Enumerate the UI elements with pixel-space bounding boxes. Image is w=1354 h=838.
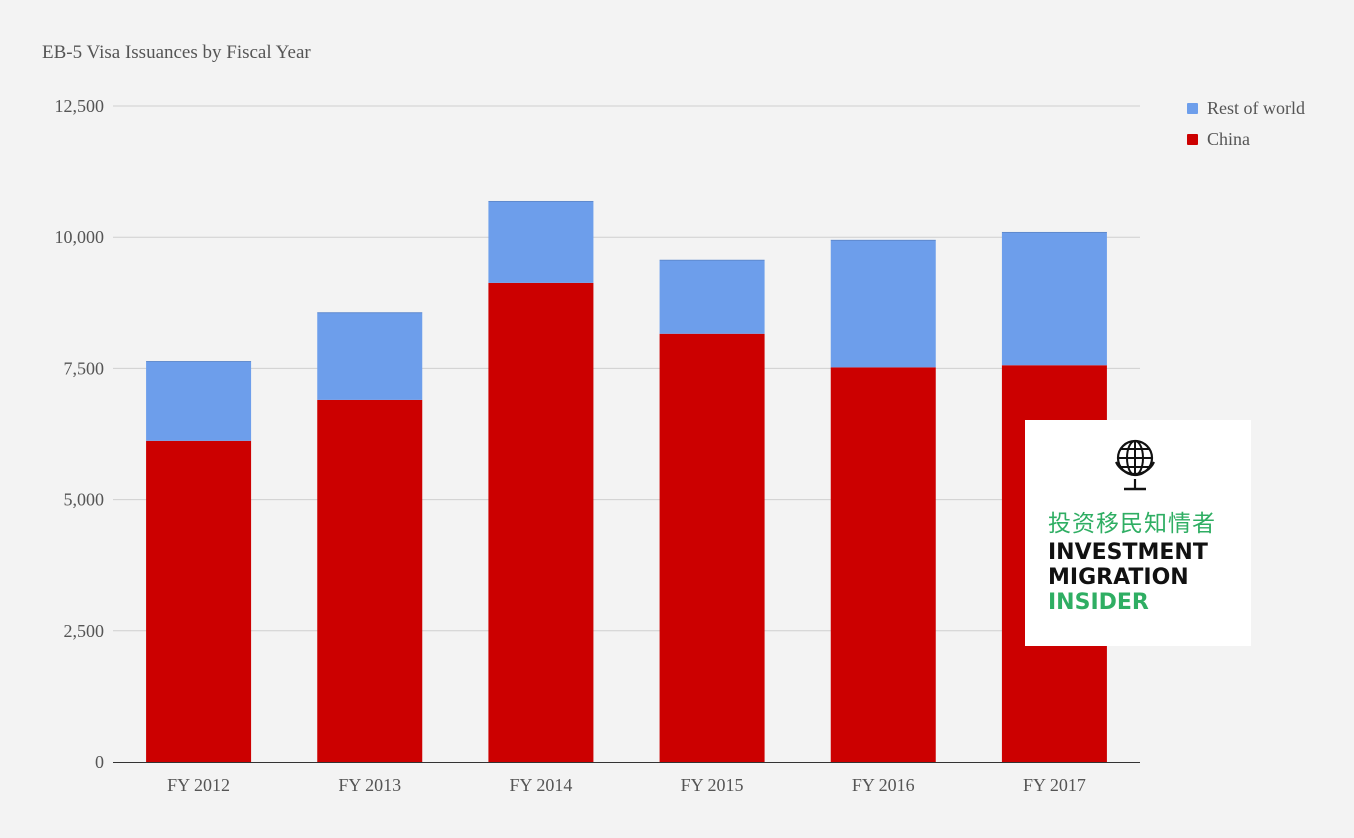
x-tick-label: FY 2017 — [1023, 775, 1086, 795]
bar-rest-of-world[interactable] — [659, 259, 765, 334]
x-tick-label: FY 2013 — [338, 775, 401, 795]
y-tick-label: 0 — [95, 752, 104, 772]
y-tick-label: 12,500 — [55, 96, 105, 116]
axes: 0 2,500 5,000 7,500 10,000 12,500 FY 2012 FY 20… — [55, 96, 1140, 795]
bar-rest-of-world[interactable] — [488, 200, 594, 283]
x-tick-label: FY 2014 — [509, 775, 572, 795]
logo-line-3: INSIDER — [1048, 590, 1149, 615]
x-tick-label: FY 2016 — [852, 775, 915, 795]
legend-label-rest-of-world: Rest of world — [1207, 98, 1305, 118]
bars — [146, 200, 1107, 762]
x-tick-label: FY 2012 — [167, 775, 230, 795]
x-tick-label: FY 2015 — [681, 775, 744, 795]
logo-watermark: 投资移民知情者 INVESTMENT MIGRATION INSIDER — [1025, 420, 1251, 646]
legend-swatch-rest-of-world — [1187, 103, 1198, 114]
y-tick-label: 10,000 — [55, 227, 105, 247]
bar-china[interactable] — [146, 440, 252, 762]
bar-rest-of-world[interactable] — [317, 312, 423, 400]
legend-label-china: China — [1207, 129, 1250, 149]
y-tick-label: 2,500 — [64, 621, 105, 641]
bar-rest-of-world[interactable] — [1001, 231, 1107, 366]
bar-china[interactable] — [659, 333, 765, 762]
globe-icon — [1115, 439, 1155, 491]
gridlines — [113, 105, 1140, 632]
y-tick-label: 7,500 — [64, 358, 105, 378]
legend-item-rest-of-world[interactable]: Rest of world — [1187, 93, 1305, 124]
logo-english-name: INVESTMENT MIGRATION INSIDER — [1048, 540, 1208, 615]
logo-line-2: MIGRATION — [1048, 565, 1189, 590]
logo-chinese-name: 投资移民知情者 — [1048, 511, 1216, 537]
bar-china[interactable] — [488, 282, 594, 762]
logo-line-1: INVESTMENT — [1048, 540, 1208, 565]
legend: Rest of world China — [1187, 93, 1305, 155]
y-tick-label: 5,000 — [64, 490, 105, 510]
legend-swatch-china — [1187, 134, 1198, 145]
bar-china[interactable] — [317, 399, 423, 762]
bar-rest-of-world[interactable] — [146, 361, 252, 441]
legend-item-china[interactable]: China — [1187, 124, 1305, 155]
bar-china[interactable] — [830, 367, 936, 762]
bar-rest-of-world[interactable] — [830, 239, 936, 368]
chart-title: EB-5 Visa Issuances by Fiscal Year — [42, 42, 311, 63]
